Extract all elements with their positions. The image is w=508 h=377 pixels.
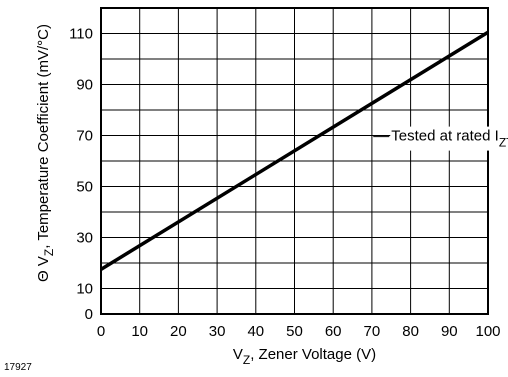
x-tick-label: 40 [247, 323, 264, 340]
x-tick-label: 70 [364, 323, 381, 340]
series-line-0 [100, 30, 489, 271]
x-tick-label: 90 [441, 323, 458, 340]
y-tick-label: 0 [85, 306, 93, 323]
y-tick-labels: 0 10 30 50 70 90 110 [69, 26, 93, 324]
y-tick-label: 50 [76, 179, 93, 196]
y-tick-label: 10 [76, 281, 93, 298]
x-tick-label: 20 [170, 323, 187, 340]
x-tick-label: 60 [325, 323, 342, 340]
y-tick-label: 70 [76, 128, 93, 145]
x-tick-label: 0 [97, 323, 105, 340]
annotation-text: Tested at rated IZT [391, 128, 508, 150]
x-tick-labels: 0 10 20 30 40 50 60 70 80 90 100 [97, 323, 501, 340]
x-tick-label: 50 [286, 323, 303, 340]
x-axis-title: VZ, Zener Voltage (V) [233, 346, 376, 367]
x-tick-label: 80 [402, 323, 419, 340]
grid-horizontal-lines [101, 33, 488, 289]
x-tick-label: 30 [209, 323, 226, 340]
y-tick-label: 30 [76, 230, 93, 247]
figure-id: 17927 [4, 362, 32, 373]
annotation-background [390, 126, 508, 151]
x-tick-label: 100 [475, 323, 500, 340]
y-axis-title: Θ VZ, Temperature Coefficient (mV/°C) [35, 24, 56, 282]
series-layer [100, 30, 489, 271]
plot-frame [100, 7, 489, 315]
x-tick-label: 10 [131, 323, 148, 340]
y-tick-label: 90 [76, 77, 93, 94]
y-tick-label: 110 [69, 26, 93, 43]
